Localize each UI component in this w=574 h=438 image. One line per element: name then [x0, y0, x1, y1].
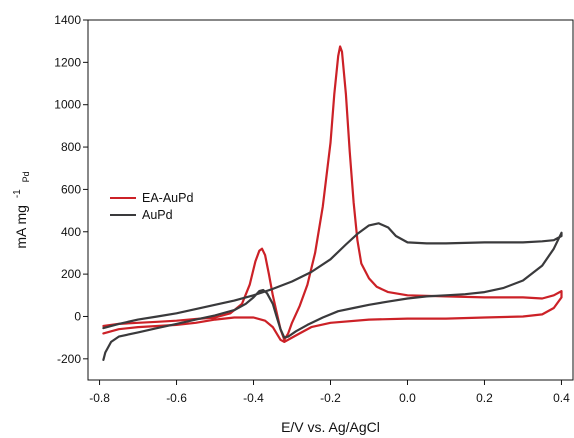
legend: EA-AuPd AuPd: [110, 191, 193, 222]
y-tick-label: -200: [57, 352, 81, 366]
x-axis-ticks: -0.8 -0.6 -0.4 -0.2 0.0 0.2 0.4: [89, 380, 570, 405]
x-tick-label: -0.2: [320, 391, 341, 405]
x-tick-label: -0.8: [89, 391, 110, 405]
x-tick-label: -0.4: [243, 391, 264, 405]
y-axis-title-main: mA mg: [13, 205, 29, 249]
x-tick-label: 0.2: [476, 391, 493, 405]
series-line-aupd: [102, 222, 563, 361]
y-tick-label: 1200: [54, 55, 81, 69]
x-tick-label: -0.6: [166, 391, 187, 405]
x-tick-label: 0.4: [553, 391, 570, 405]
series-line-ea-aupd: [102, 45, 563, 343]
y-axis-ticks: -200 0 200 400 600 800 1000 1200 1400: [54, 13, 88, 366]
x-axis-title: E/V vs. Ag/AgCl: [281, 419, 380, 435]
y-tick-label: 1400: [54, 13, 81, 27]
y-axis-title-subscript: Pd: [21, 171, 31, 182]
y-tick-label: 800: [61, 140, 81, 154]
series-layer: [102, 45, 563, 361]
legend-label-aupd: AuPd: [142, 208, 173, 222]
y-tick-label: 0: [74, 309, 81, 323]
legend-label-ea-aupd: EA-AuPd: [142, 191, 193, 205]
y-tick-label: 1000: [54, 98, 81, 112]
x-tick-label: 0.0: [399, 391, 416, 405]
y-tick-label: 400: [61, 225, 81, 239]
y-tick-label: 200: [61, 267, 81, 281]
y-axis-title-superscript: -1: [12, 189, 23, 198]
y-tick-label: 600: [61, 182, 81, 196]
y-axis-title: mA mg -1 Pd: [7, 171, 31, 248]
